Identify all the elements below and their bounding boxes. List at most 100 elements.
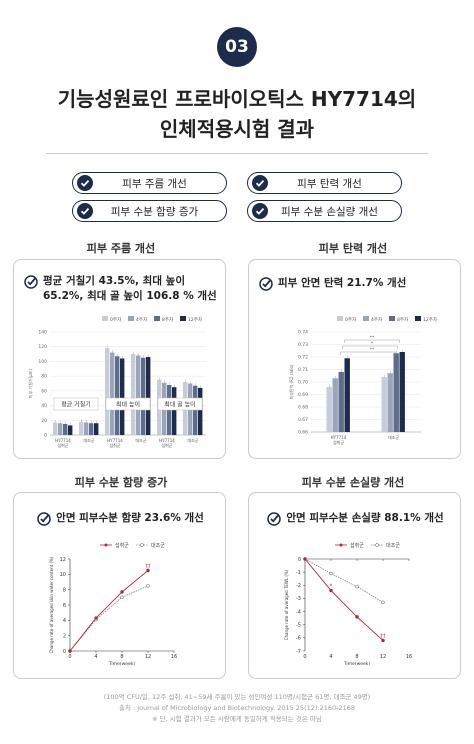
y-tick-label: -7 xyxy=(296,649,301,655)
y-axis-label: Change rate of averaged TEWL (%) xyxy=(284,569,289,640)
legend-label: 12주차 xyxy=(188,316,203,323)
y-tick-label: 20 xyxy=(41,418,47,424)
bar xyxy=(344,358,350,432)
bar xyxy=(399,352,405,432)
step-badge: 03 xyxy=(217,27,257,67)
y-tick-label: 10 xyxy=(60,572,66,578)
data-point-control xyxy=(120,595,124,600)
bar xyxy=(94,423,99,435)
legend-marker xyxy=(339,543,343,547)
x-tick-label: 16 xyxy=(406,654,412,660)
bar xyxy=(120,358,125,435)
tewl-headline: 안면 피부수분 손실량 88.1% 개선 xyxy=(259,511,452,526)
bar xyxy=(84,422,89,435)
section-title-wrinkle: 피부 주름 개선 xyxy=(86,242,156,255)
y-tick-label: 0.71 xyxy=(298,367,308,373)
y-tick-label: 0.68 xyxy=(298,405,308,411)
pill-label: 피부 주름 개선 xyxy=(122,177,187,190)
section-title-elasticity: 피부 탄력 개선 xyxy=(318,242,388,255)
bar xyxy=(68,425,73,435)
wrinkle-card: 평균 거칠기 43.5%, 최대 높이 65.2%, 최대 골 높이 106.8… xyxy=(13,259,226,459)
x-tick-label: 0 xyxy=(303,654,306,660)
bar xyxy=(393,353,399,432)
x-tick-label: 16 xyxy=(171,654,177,660)
y-tick-label: 0.69 xyxy=(298,392,308,398)
check-circle-icon xyxy=(77,203,93,219)
bar xyxy=(387,373,393,432)
y-tick-label: 6 xyxy=(63,603,66,609)
wrinkle-chart: 0주차 4주차 8주차 12주차 0 20 40 60 80 100 120 140 피부 거칠기(μm… xyxy=(27,316,206,448)
legend-label: 4주차 xyxy=(136,316,148,323)
y-axis-label: 피부탄력 (R2 ratio) xyxy=(288,364,294,399)
legend-marker xyxy=(375,543,379,547)
group-label: 최대 골 높이 xyxy=(164,401,195,409)
y-tick-label: 80 xyxy=(41,374,47,380)
bar xyxy=(131,354,136,435)
y-tick-label: -1 xyxy=(296,570,301,576)
significance-mark: ** xyxy=(370,335,375,341)
wrinkle-headline: 평균 거칠기 43.5%, 최대 높이 65.2%, 최대 골 높이 106.8… xyxy=(24,274,217,304)
bar xyxy=(381,377,387,432)
y-tick-label: 0.74 xyxy=(298,330,308,336)
data-point-treatment xyxy=(94,616,98,620)
wrinkle-headline-text: 평균 거칠기 43.5%, 최대 높이 65.2%, 최대 골 높이 106.8… xyxy=(43,275,217,302)
significance-bracket xyxy=(344,339,400,343)
footnote-source: 출처 : Journal of Microbiology and Biotech… xyxy=(118,704,356,712)
x-tick-label: 섭취군 xyxy=(109,442,120,448)
legend-label: 0주차 xyxy=(110,316,122,323)
tewl-headline-text: 안면 피부수분 손실량 88.1% 개선 xyxy=(286,512,444,524)
x-tick-label: HY7714 xyxy=(107,438,123,443)
y-tick-label: 0 xyxy=(63,649,66,655)
series-line-control xyxy=(69,585,149,652)
elasticity-headline-text: 피부 안면 탄력 21.7% 개선 xyxy=(278,277,407,289)
bar xyxy=(79,421,84,435)
bar xyxy=(115,356,120,435)
significance-mark: †† xyxy=(146,564,152,570)
legend-marker xyxy=(140,543,144,547)
legend-label: 0주차 xyxy=(345,316,357,323)
y-tick-label: -5 xyxy=(296,623,301,629)
y-tick-label: -4 xyxy=(296,609,301,615)
bar xyxy=(198,387,203,435)
legend-swatch xyxy=(154,316,160,321)
divider xyxy=(46,153,428,154)
x-tick-label: 12 xyxy=(380,654,386,660)
series-line-control xyxy=(304,558,384,603)
y-tick-label: 0.72 xyxy=(298,355,308,361)
y-tick-label: 0.67 xyxy=(298,417,308,423)
y-tick-label: 0 xyxy=(44,433,47,439)
data-point-control xyxy=(381,600,385,605)
group-label-box xyxy=(157,397,203,411)
data-point-control xyxy=(146,584,150,588)
legend-label: 섭취군 xyxy=(115,542,129,549)
x-tick-label: 4 xyxy=(94,654,97,660)
bar xyxy=(146,357,151,435)
x-tick-label: HY7714 xyxy=(159,438,175,443)
x-tick-label: 8 xyxy=(120,654,123,660)
moisture-card: 안면 피부수분 함량 23.6% 개선 섭취군 대조군 0 2 4 6 8 10 12 0 4 8 12… xyxy=(13,492,226,679)
data-point-treatment xyxy=(355,615,359,619)
legend-swatch xyxy=(363,316,369,321)
legend-label: 8주차 xyxy=(397,316,409,323)
elasticity-card: 피부 안면 탄력 21.7% 개선 0주차 4주차 8주차 12주차 0.66 0.67 0… xyxy=(248,259,461,459)
data-point-control xyxy=(355,584,359,589)
significance-mark: * xyxy=(330,584,333,590)
pill-label: 피부 수분 함량 증가 xyxy=(110,205,199,218)
bar xyxy=(338,372,344,432)
data-point-treatment xyxy=(303,557,307,561)
bar xyxy=(193,385,198,435)
x-tick-label: 4 xyxy=(329,654,332,660)
group-label-box xyxy=(53,397,99,411)
bar xyxy=(172,387,177,435)
legend-swatch xyxy=(128,316,134,321)
y-tick-label: 2 xyxy=(63,633,66,639)
x-tick-label: 대조군 xyxy=(83,437,94,443)
x-axis-label: Time(week) xyxy=(108,661,136,667)
legend-label: 대조군 xyxy=(151,542,165,549)
bar xyxy=(110,352,115,435)
y-tick-label: 100 xyxy=(38,359,47,365)
x-axis-label: Time(week) xyxy=(343,661,371,667)
moisture-headline: 안면 피부수분 함량 23.6% 개선 xyxy=(24,511,217,526)
check-circle-icon xyxy=(252,203,268,219)
elasticity-chart: 0주차 4주차 8주차 12주차 0.66 0.67 0.68 0.69 0.70 0.71 0.7… xyxy=(288,316,438,445)
